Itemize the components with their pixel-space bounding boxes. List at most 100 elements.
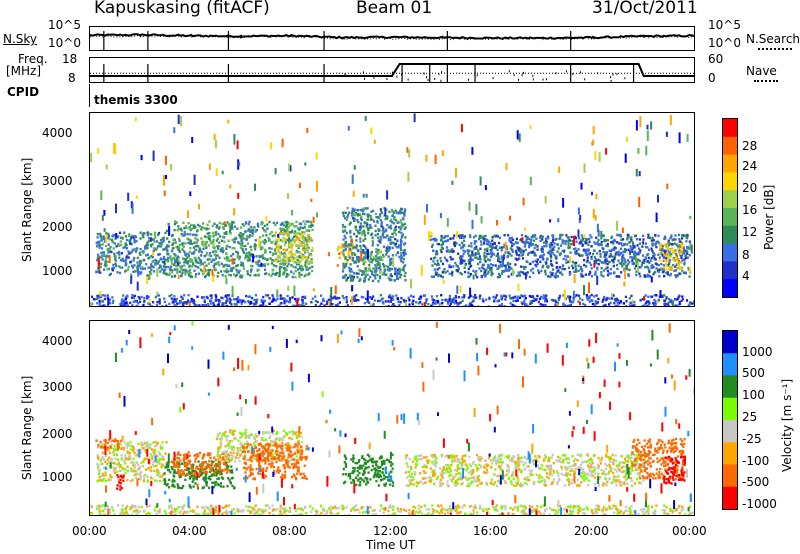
- range-gate-cell: [104, 473, 107, 477]
- range-gate-cell: [355, 239, 358, 242]
- range-gate-cell: [615, 297, 618, 300]
- range-gate-cell: [244, 230, 247, 233]
- range-gate-cell: [655, 245, 658, 249]
- range-gate-cell: [137, 302, 140, 305]
- range-gate-cell: [165, 265, 168, 269]
- range-gate-cell: [201, 262, 204, 265]
- range-gate-cell: [162, 458, 165, 461]
- range-gate-cell: [304, 162, 307, 166]
- range-gate-cell: [277, 247, 280, 251]
- range-gate-cell: [301, 257, 304, 261]
- range-gate-cell: [612, 242, 615, 245]
- range-gate-cell: [153, 449, 156, 452]
- range-gate-cell: [295, 304, 298, 308]
- range-gate-cell: [214, 139, 217, 149]
- range-gate-cell: [635, 273, 638, 277]
- range-gate-cell: [124, 259, 127, 265]
- range-gate-cell: [522, 197, 525, 206]
- range-gate-cell: [365, 273, 368, 276]
- range-gate-cell: [628, 252, 632, 256]
- range-gate-cell: [342, 267, 345, 270]
- range-gate-cell: [650, 121, 653, 130]
- range-gate-cell: [488, 252, 491, 256]
- range-gate-cell: [143, 267, 146, 270]
- range-gate-cell: [382, 236, 385, 239]
- range-gate-cell: [520, 301, 523, 304]
- range-gate-cell: [224, 294, 227, 297]
- range-gate-cell: [580, 272, 583, 276]
- range-gate-cell: [294, 230, 297, 233]
- range-gate-cell: [231, 246, 234, 250]
- range-gate-cell: [517, 274, 520, 277]
- range-gate-cell: [369, 269, 372, 273]
- range-gate-cell: [184, 242, 187, 245]
- range-gate-cell: [199, 249, 202, 252]
- range-gate-cell: [210, 460, 214, 463]
- range-gate-cell: [597, 258, 600, 262]
- range-gate-cell: [344, 211, 348, 215]
- range-gate-cell: [585, 265, 588, 268]
- range-gate-cell: [113, 150, 115, 155]
- range-gate-cell: [573, 273, 576, 283]
- range-gate-cell: [665, 131, 668, 137]
- range-gate-cell: [323, 304, 326, 307]
- range-gate-cell: [121, 266, 124, 269]
- range-gate-cell: [277, 237, 281, 241]
- range-gate-cell: [310, 198, 313, 202]
- range-gate-cell: [402, 299, 405, 302]
- range-gate-cell: [231, 471, 234, 474]
- range-gate-cell: [212, 468, 215, 472]
- range-gate-cell: [146, 246, 149, 249]
- range-gate-cell: [98, 269, 101, 272]
- range-gate-cell: [400, 268, 403, 272]
- range-gate-cell: [682, 249, 686, 252]
- range-gate-cell: [626, 259, 630, 262]
- range-gate-cell: [425, 298, 428, 301]
- range-gate-cell: [285, 275, 288, 278]
- range-gate-cell: [683, 261, 686, 264]
- range-gate-cell: [379, 258, 382, 261]
- range-gate-cell: [143, 457, 146, 460]
- power-ytick-3000: 3000: [42, 174, 73, 188]
- range-gate-cell: [279, 262, 282, 266]
- range-gate-cell: [291, 247, 294, 251]
- range-gate-cell: [168, 294, 171, 298]
- range-gate-cell: [148, 443, 151, 447]
- range-gate-cell: [562, 302, 565, 305]
- range-gate-cell: [157, 294, 161, 297]
- range-gate-cell: [648, 269, 651, 272]
- range-gate-cell: [451, 274, 454, 277]
- range-gate-cell: [542, 241, 546, 244]
- range-gate-cell: [343, 263, 346, 266]
- range-gate-cell: [146, 297, 149, 300]
- range-gate-cell: [530, 243, 533, 246]
- range-gate-cell: [202, 476, 206, 479]
- range-gate-cell: [133, 451, 136, 454]
- range-gate-cell: [292, 304, 295, 308]
- range-gate-cell: [214, 298, 218, 301]
- range-gate-cell: [181, 271, 184, 274]
- range-gate-cell: [240, 243, 243, 247]
- range-gate-cell: [120, 454, 123, 457]
- range-gate-cell: [381, 233, 384, 236]
- range-gate-cell: [120, 439, 123, 443]
- range-gate-cell: [606, 239, 610, 242]
- range-gate-cell: [249, 226, 252, 229]
- range-gate-cell: [356, 276, 359, 279]
- nave-dot: [610, 79, 612, 82]
- range-gate-cell: [138, 261, 141, 264]
- range-gate-cell: [291, 243, 294, 246]
- range-gate-cell: [189, 247, 192, 250]
- range-gate-cell: [173, 238, 176, 241]
- range-gate-cell: [384, 300, 387, 303]
- range-gate-cell: [468, 275, 471, 278]
- range-gate-cell: [329, 295, 332, 298]
- nave-dot: [612, 73, 614, 76]
- range-gate-cell: [173, 228, 176, 232]
- range-gate-cell: [139, 300, 142, 303]
- range-gate-cell: [474, 296, 477, 299]
- range-gate-cell: [181, 242, 184, 246]
- range-gate-cell: [282, 263, 285, 266]
- range-gate-cell: [382, 255, 385, 258]
- range-gate-cell: [127, 256, 130, 259]
